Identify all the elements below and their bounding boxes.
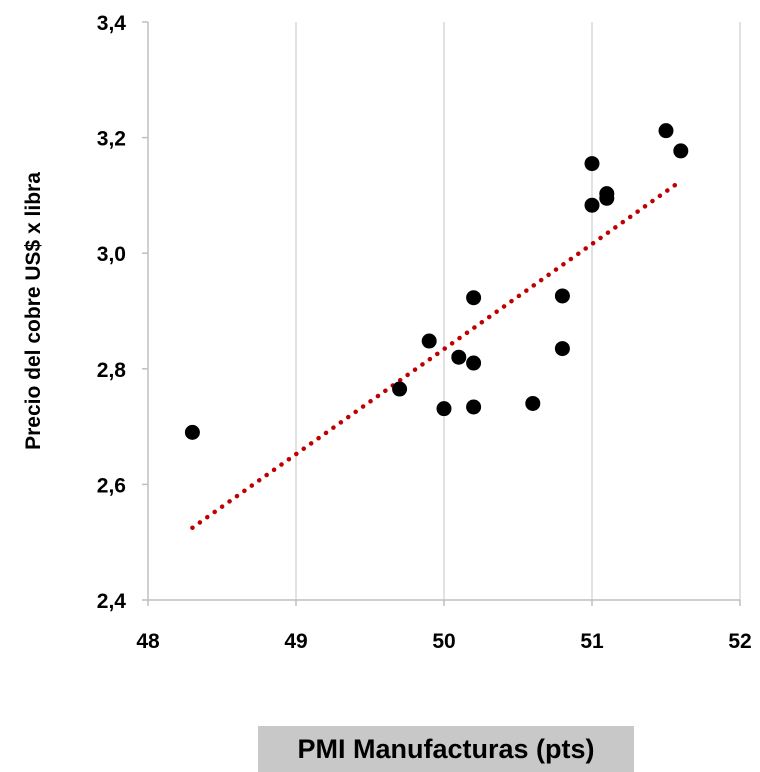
y-tick-label: 3,2 [97,128,126,151]
x-tick-label: 51 [580,630,604,653]
y-tick-label: 3,4 [97,12,127,35]
data-point [584,156,600,172]
data-point [184,424,200,440]
x-tick-label: 52 [728,630,751,653]
data-point [466,355,482,371]
data-points [184,123,689,440]
x-tick-label: 50 [432,630,455,653]
x-axis-label: PMI Manufacturas (pts) [297,733,595,764]
x-tick-labels: 48 49 50 51 52 [136,600,752,653]
scatter-chart: 48 49 50 51 52 2,4 2,6 2,8 3,0 3,2 3,4 Precio del… [22,12,752,653]
y-axis-label: Precio del cobre US$ x libra [22,172,45,450]
data-point [525,395,541,411]
y-tick-labels: 2,4 2,6 2,8 3,0 3,2 3,4 [97,12,148,613]
data-point [421,333,437,349]
data-point [673,143,689,159]
y-tick-label: 2,6 [97,474,126,497]
data-point [466,290,482,306]
data-point [451,349,467,365]
data-point [658,123,674,139]
grid-lines [295,22,741,600]
y-tick-label: 2,8 [97,359,127,382]
y-tick-label: 2,4 [97,590,127,613]
x-tick-label: 49 [284,630,307,653]
data-point [584,197,600,213]
x-tick-label: 48 [136,630,160,653]
data-point [554,341,570,357]
data-point [554,288,570,304]
data-point [599,190,615,206]
y-tick-label: 3,0 [97,243,126,266]
data-point [392,381,408,397]
x-axis-label-box: PMI Manufacturas (pts) [258,726,634,772]
data-point [466,399,482,415]
trendline [190,178,684,530]
data-point [436,401,452,417]
